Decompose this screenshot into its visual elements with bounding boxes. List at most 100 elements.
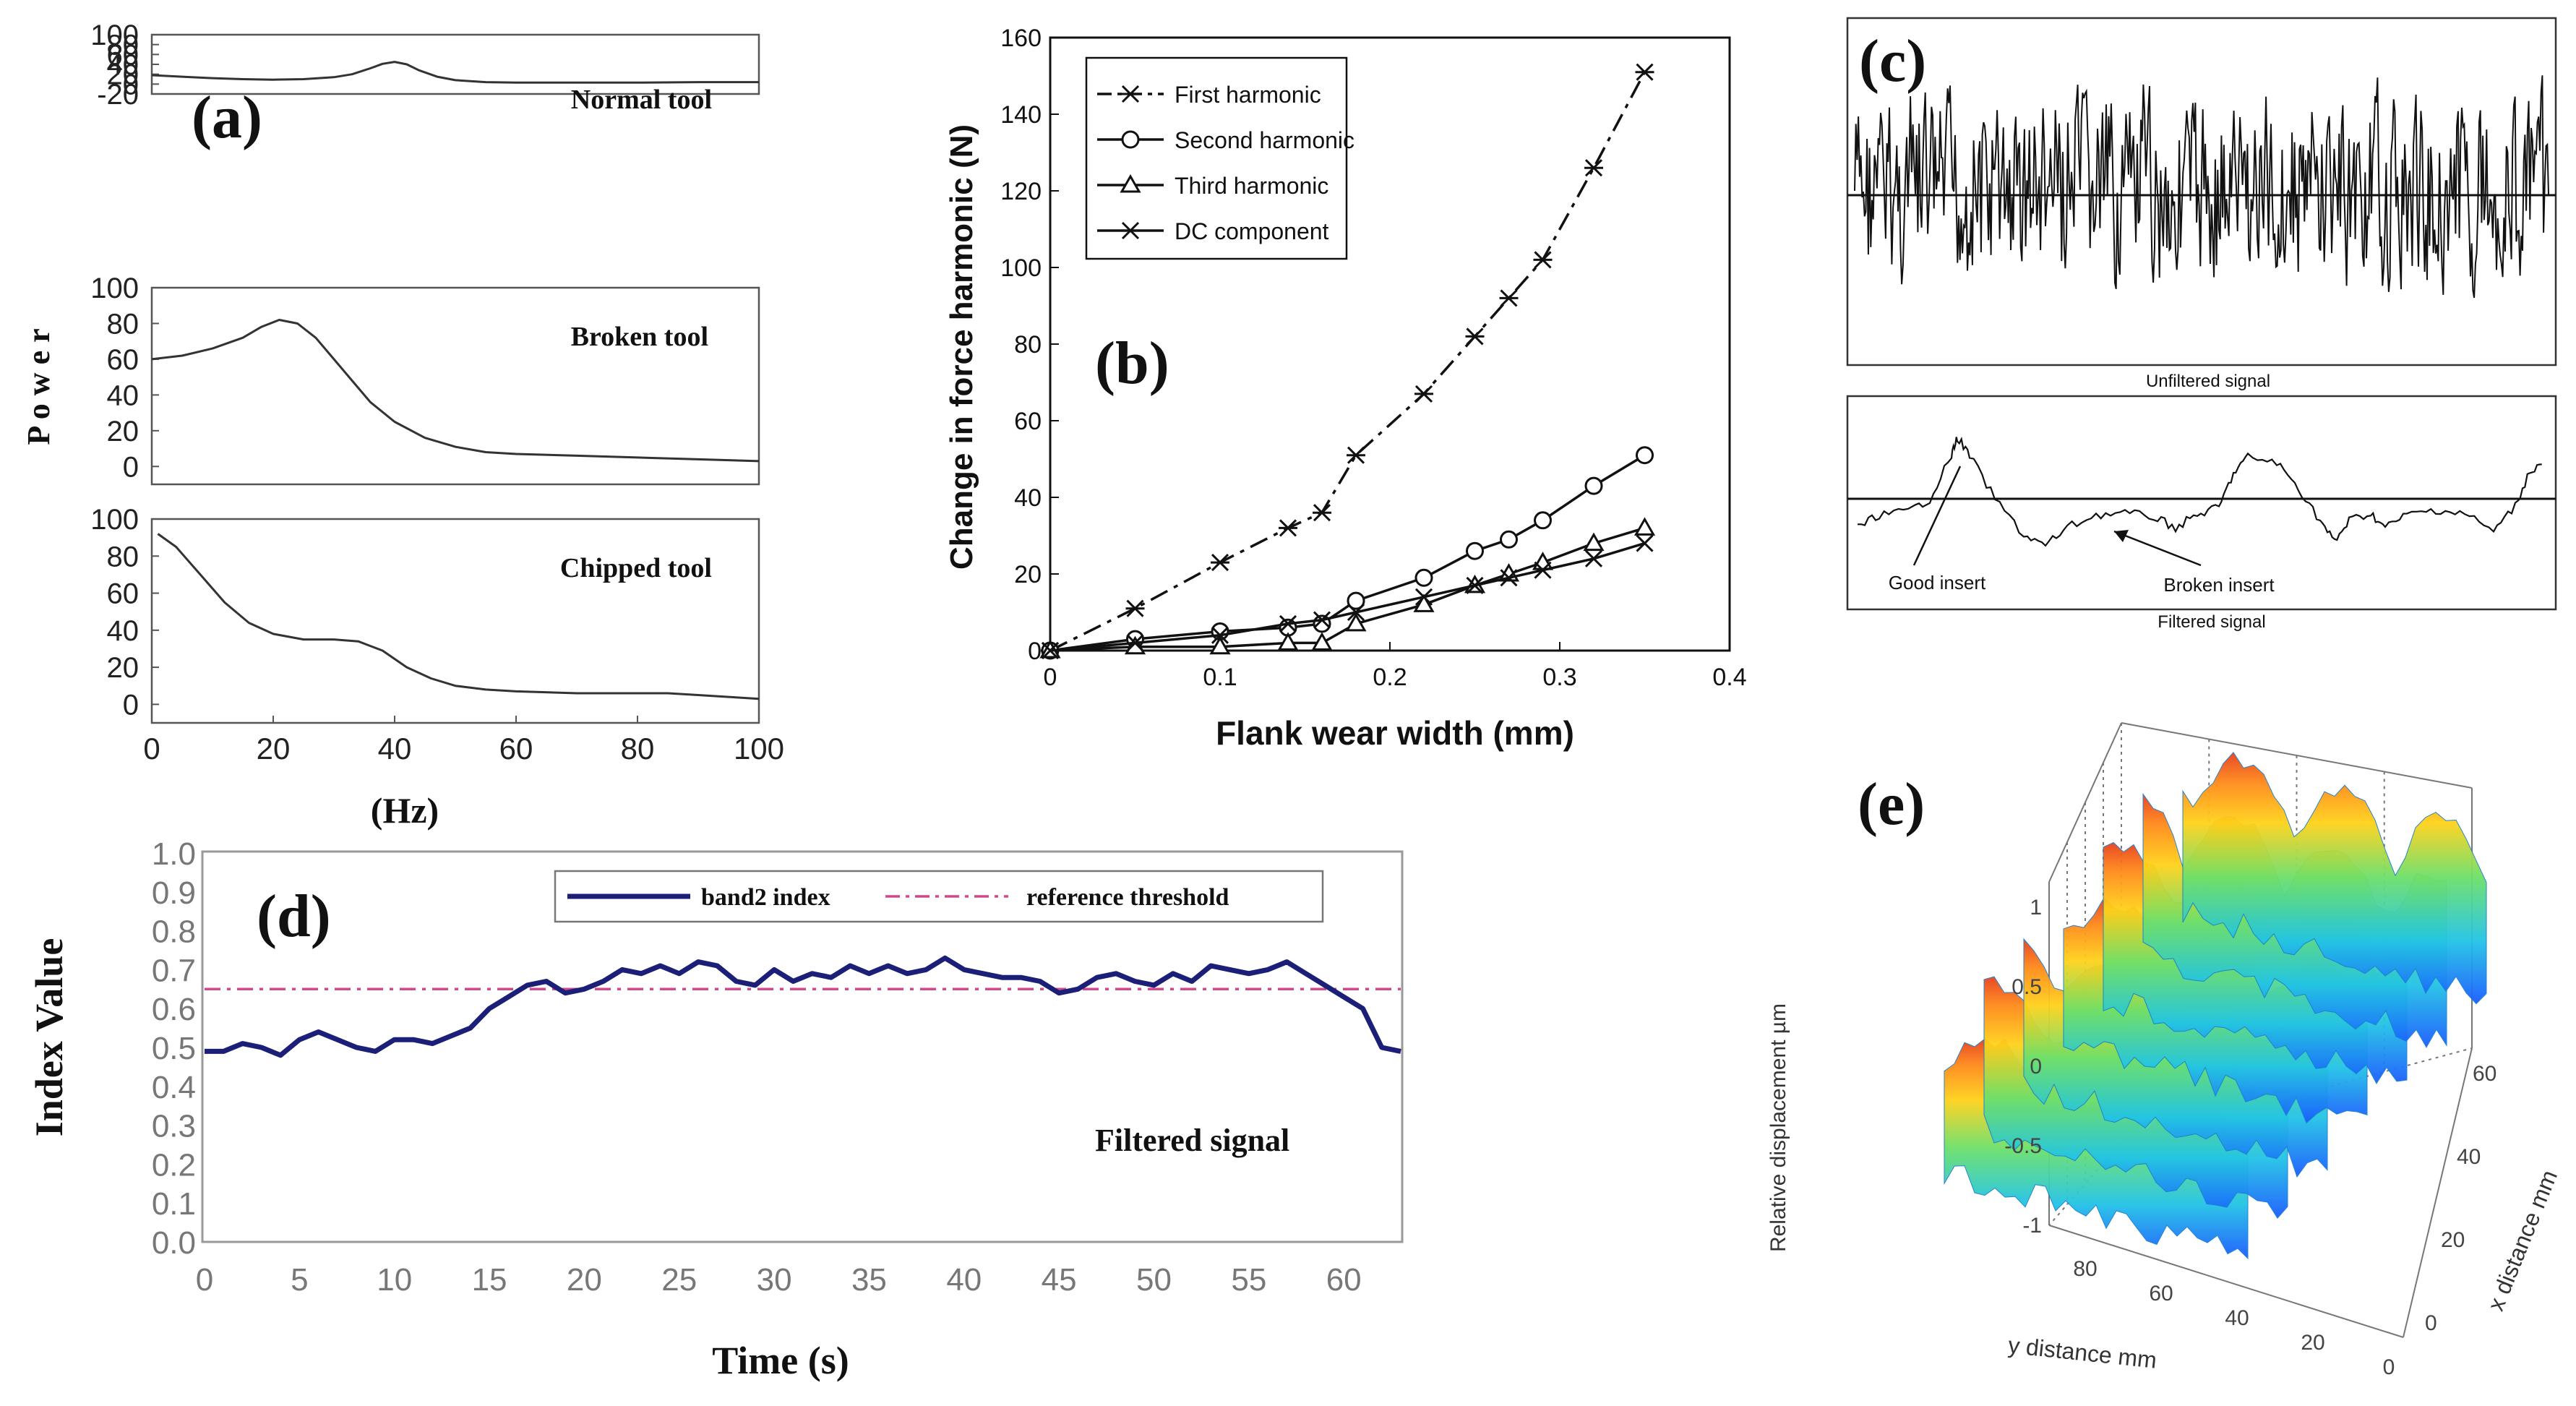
z-axis-label: Relative displacement µm: [1766, 1003, 1790, 1252]
panel-label: (d): [257, 883, 331, 950]
y-tick-label: 40: [107, 615, 139, 647]
y-tick-label: 160: [1000, 25, 1042, 52]
y-tick-label: 20: [2301, 1331, 2324, 1355]
legend-box: [1085, 56, 1348, 260]
legend-label: Third harmonic: [1175, 173, 1328, 199]
z-tick-label: 0: [2030, 1055, 2042, 1079]
y-tick-label: 0: [123, 69, 139, 100]
legend-label: First harmonic: [1175, 82, 1321, 108]
data-point: [1584, 159, 1603, 177]
data-point: [1500, 569, 1518, 587]
x-tick-label: 25: [661, 1262, 697, 1298]
y-axis-label: Index Value: [27, 938, 71, 1137]
y-tick-label: 20: [1014, 561, 1042, 588]
y-tick-label: 0: [2383, 1355, 2395, 1379]
annotation-label: Broken insert: [2163, 574, 2275, 596]
data-point: [1534, 511, 1552, 530]
panel-label: (e): [1858, 771, 1925, 838]
y-tick-label: 0: [123, 689, 139, 721]
data-point: [1414, 588, 1433, 606]
y-tick-label: 80: [107, 308, 139, 340]
series-line: [157, 533, 760, 700]
series-first-harmonic: [1041, 63, 1654, 660]
x-tick-label: 60: [1326, 1262, 1362, 1298]
data-point: [1211, 554, 1229, 572]
subplot-label: Broken tool: [571, 322, 708, 352]
x-axis-label: (Hz): [371, 790, 439, 831]
data-point: [1347, 591, 1365, 610]
subplot-broken-tool: 100 80 60 40 20 0 Broken tool: [90, 273, 760, 486]
data-point: [1413, 593, 1435, 612]
data-point: [1041, 641, 1060, 660]
data-point: [1635, 63, 1654, 81]
subplot-label: Chipped tool: [560, 553, 712, 583]
x-tick-label: 10: [377, 1262, 412, 1298]
z-tick-label: -0.5: [2004, 1134, 2042, 1158]
data-point: [1534, 561, 1552, 579]
y-tick-label: 40: [107, 380, 139, 411]
y-tick-label: 0: [1028, 638, 1042, 665]
annotation-arrow: [1912, 466, 1962, 566]
data-point: [1313, 611, 1331, 629]
subplot-chipped-tool: 100 80 60 40 20 0 Chipped tool: [90, 504, 760, 724]
plot-frame: [150, 286, 760, 486]
data-point: [1313, 504, 1331, 522]
data-point: [1533, 251, 1553, 269]
y-tick-label: 60: [2149, 1282, 2173, 1306]
data-point: [1584, 476, 1603, 495]
x-tick-label: 0: [1044, 664, 1057, 691]
y-tick-label: 0.7: [152, 953, 196, 988]
unfiltered-signal-line: [1854, 75, 2549, 299]
subplot-label: Normal tool: [571, 85, 712, 115]
y-tick-label: 0: [123, 451, 139, 483]
surface-ridge: [2182, 751, 2487, 1005]
x-tick-label: 60: [499, 732, 533, 766]
z-tick-label: 1: [2030, 896, 2042, 920]
legend-marker: [1121, 130, 1140, 149]
series-line: [1049, 71, 1647, 652]
y-tick-label: 0.0: [152, 1225, 196, 1261]
x-tick-label: 0: [143, 732, 160, 766]
x-tick-label: 15: [472, 1262, 507, 1298]
x-tick-label: 0.4: [1712, 664, 1746, 691]
y-tick-label: 0.5: [152, 1031, 196, 1066]
y-tick-label: 100: [90, 20, 139, 51]
series-dc-component: [1041, 534, 1654, 660]
y-tick-label: 1.0: [152, 836, 196, 872]
panel-label: (b): [1095, 330, 1169, 397]
data-point: [1347, 603, 1365, 622]
y-tick-label: -20: [97, 79, 139, 111]
axis-edge: [2048, 1225, 2404, 1338]
legend-marker: [1120, 173, 1141, 193]
y-axis-label: y distance mm: [2007, 1332, 2158, 1373]
y-tick-label: 0.8: [152, 914, 196, 950]
panel-c: Unfiltered signal Good insert Broken inser…: [1846, 17, 2557, 632]
x-tick-label: 50: [1136, 1262, 1172, 1298]
data-point: [1277, 632, 1299, 651]
legend-label: band2 index: [701, 884, 830, 911]
x-tick-label: 20: [2441, 1228, 2465, 1252]
series-line: [151, 61, 759, 84]
legend: First harmonic Second harmonic Third harmo…: [1085, 56, 1354, 260]
y-tick-label: 20: [107, 652, 139, 684]
legend-marker: [1121, 221, 1140, 240]
legend-label: DC component: [1175, 218, 1329, 244]
y-tick-label: 80: [2073, 1257, 2097, 1281]
data-point: [1124, 635, 1146, 655]
x-tick-label: 0: [2425, 1311, 2437, 1335]
x-tick-label: 0.1: [1203, 664, 1237, 691]
series-line: [1049, 541, 1646, 652]
x-tick-label: 0: [196, 1262, 213, 1298]
x-tick-label: 100: [734, 732, 784, 766]
y-tick-label: 80: [107, 30, 139, 61]
y-tick-label: 120: [1000, 178, 1042, 205]
series-line: [1049, 454, 1646, 652]
series-second-harmonic: [1041, 446, 1654, 660]
x-tick-label: 40: [378, 732, 412, 766]
data-point: [1347, 446, 1365, 464]
y-tick-label: 40: [2225, 1306, 2249, 1330]
data-point: [1279, 614, 1297, 633]
y-tick-label: 20: [107, 59, 139, 91]
x-tick-label: 35: [851, 1262, 887, 1298]
data-point: [1633, 517, 1656, 536]
